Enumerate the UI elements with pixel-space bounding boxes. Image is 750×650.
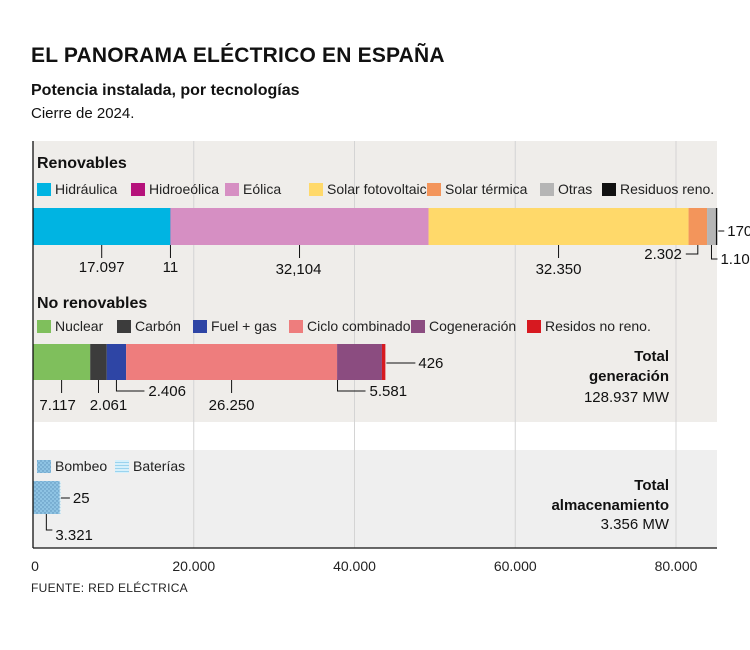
total-storage-title: Total <box>634 477 669 494</box>
legend-label-solar-fotovoltaica: Solar fotovoltaica <box>327 181 435 197</box>
bar-segment-residuos-reno <box>715 208 718 245</box>
data-label: 1.100 <box>720 251 750 268</box>
legend-label-hidroeolica: Hidroeólica <box>149 181 219 197</box>
bar-segment-carbon <box>90 344 107 380</box>
legend-label-otras: Otras <box>558 181 592 197</box>
data-label: 426 <box>418 355 443 372</box>
legend-label-eolica: Eólica <box>243 181 281 197</box>
storage-panel <box>33 450 717 548</box>
data-label: 17.097 <box>79 259 125 276</box>
data-label: 2.302 <box>644 246 682 263</box>
legend-label-carbon: Carbón <box>135 318 181 334</box>
data-label: 7.117 <box>39 397 75 414</box>
x-tick-label: 40.000 <box>333 558 376 574</box>
bar-segment-eolica <box>170 208 429 245</box>
group-title-renovables: Renovables <box>37 155 127 172</box>
legend-label-solar-termica: Solar térmica <box>445 181 528 197</box>
data-label: 170 <box>727 223 750 240</box>
legend-label-nuclear: Nuclear <box>55 318 104 334</box>
total-storage-value: 3.356 MW <box>601 516 670 533</box>
group-title-no-renovables: No renovables <box>37 295 147 312</box>
leader-line <box>45 514 53 531</box>
legend-label-baterias: Baterías <box>133 458 185 474</box>
legend-swatch-residos-no-reno <box>527 320 541 333</box>
legend-swatch-otras <box>540 183 554 196</box>
data-label: 3.321 <box>55 527 93 544</box>
chart-title: EL PANORAMA ELÉCTRICO EN ESPAÑA <box>31 44 445 67</box>
total-generation-value: 128.937 MW <box>584 389 670 406</box>
legend-label-residos-no-reno: Residos no reno. <box>545 318 651 334</box>
data-label: 25 <box>73 490 90 507</box>
legend-swatch-nuclear <box>37 320 51 333</box>
legend-label-fuel-gas: Fuel + gas <box>211 318 277 334</box>
leader-line <box>710 245 718 260</box>
legend-swatch-solar-fotovoltaica <box>309 183 323 196</box>
bar-segment-fuel-gas <box>106 344 127 380</box>
data-label: 32,104 <box>276 261 322 278</box>
bar-segment-baterias <box>59 481 61 514</box>
leader-line <box>685 245 699 255</box>
x-tick-label: 20.000 <box>172 558 215 574</box>
x-tick-label: 0 <box>31 558 39 574</box>
total-generation-title: generación <box>589 368 669 385</box>
legend-label-cogeneracion: Cogeneración <box>429 318 516 334</box>
chart-note: Cierre de 2024. <box>31 105 135 122</box>
x-tick-label: 80.000 <box>655 558 698 574</box>
bar-segment-otras <box>707 208 716 245</box>
bar-segment-nuclear <box>33 344 91 380</box>
bar-segment-solar-fotovoltaica <box>428 208 689 245</box>
legend-swatch-fuel-gas <box>193 320 207 333</box>
chart-subtitle: Potencia instalada, por tecnologías <box>31 82 300 99</box>
legend-swatch-ciclo-combinado <box>289 320 303 333</box>
legend-swatch-carbon <box>117 320 131 333</box>
total-generation-title: Total <box>634 348 669 365</box>
bar-segment-hidraulica <box>33 208 171 245</box>
bar-segment-ciclo-combinado <box>126 344 338 380</box>
data-label: 5.581 <box>370 383 408 400</box>
leader-line <box>337 380 366 392</box>
source-note: FUENTE: RED ELÉCTRICA <box>31 581 188 595</box>
legend-swatch-hidroeolica <box>131 183 145 196</box>
legend-label-ciclo-combinado: Ciclo combinado <box>307 318 411 334</box>
legend-swatch-bombeo <box>37 460 51 473</box>
bar-segment-cogeneracion <box>337 344 382 380</box>
total-storage-title: almacenamiento <box>551 497 669 514</box>
data-label: 11 <box>163 259 179 276</box>
bar-segment-bombeo <box>33 481 60 514</box>
x-tick-label: 60.000 <box>494 558 537 574</box>
legend-swatch-solar-termica <box>427 183 441 196</box>
legend-label-bombeo: Bombeo <box>55 458 107 474</box>
legend-swatch-hidraulica <box>37 183 51 196</box>
data-label: 32.350 <box>536 261 582 278</box>
legend-swatch-eolica <box>225 183 239 196</box>
legend-swatch-cogeneracion <box>411 320 425 333</box>
data-label: 26.250 <box>209 397 255 414</box>
data-label: 2.061 <box>90 397 128 414</box>
legend-label-residuos-reno: Residuos reno. <box>620 181 714 197</box>
legend-swatch-baterias <box>115 460 129 473</box>
legend-swatch-residuos-reno <box>602 183 616 196</box>
data-label: 2.406 <box>148 383 186 400</box>
bar-segment-solar-termica <box>688 208 708 245</box>
leader-line <box>115 380 145 392</box>
legend-label-hidraulica: Hidráulica <box>55 181 117 197</box>
bar-segment-residos-no-reno <box>381 344 386 380</box>
